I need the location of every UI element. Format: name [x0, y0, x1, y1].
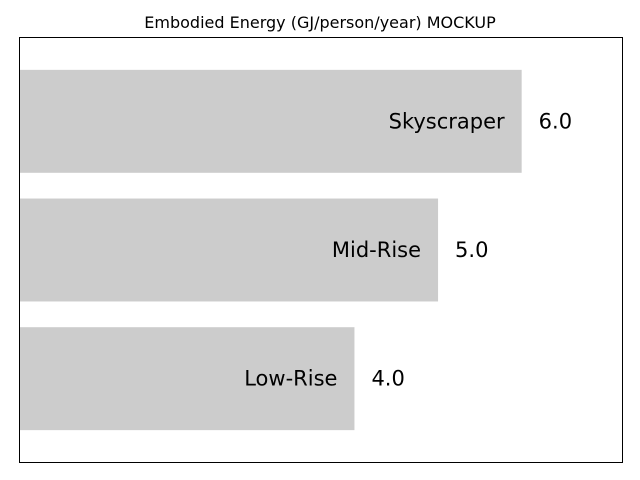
value-label-mid-rise: 5.0: [455, 238, 488, 262]
bars-layer: Skyscraper 6.0 Mid-Rise 5.0 Low-Rise 4.0: [20, 69, 572, 431]
bar-low-rise: [20, 327, 355, 431]
bar-label-skyscraper: Skyscraper: [389, 109, 505, 133]
value-label-skyscraper: 6.0: [539, 109, 572, 133]
bar-skyscraper: [20, 69, 522, 173]
bar-label-mid-rise: Mid-Rise: [332, 238, 421, 262]
value-label-low-rise: 4.0: [371, 367, 404, 391]
plot-frame: [19, 37, 623, 463]
bar-mid-rise: [20, 198, 439, 302]
chart-title: Embodied Energy (GJ/person/year) MOCKUP: [144, 13, 496, 32]
bar-label-low-rise: Low-Rise: [244, 367, 337, 391]
